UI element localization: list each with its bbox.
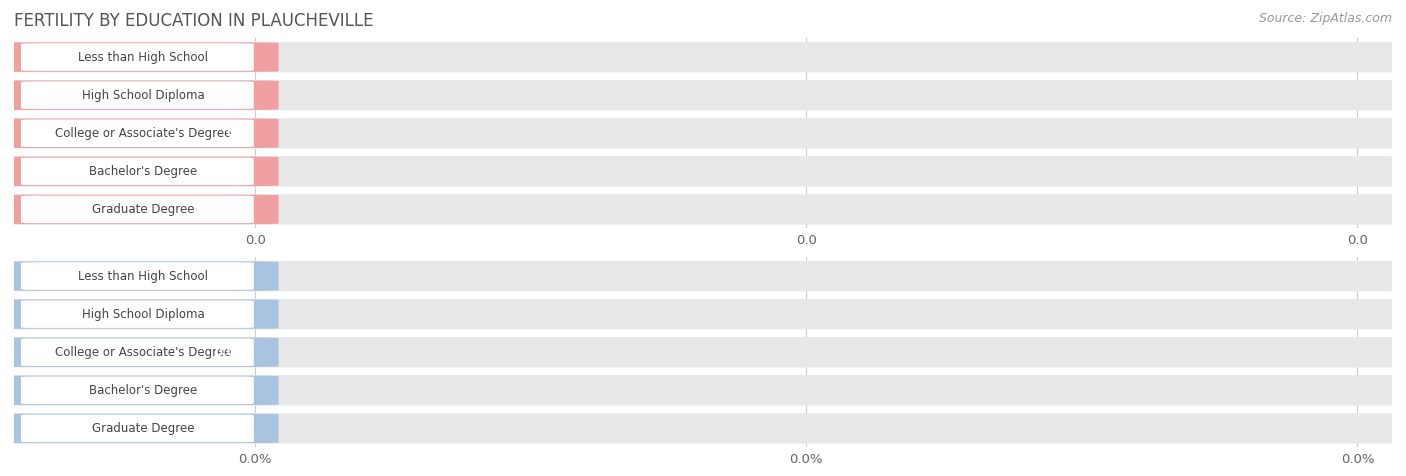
FancyBboxPatch shape	[3, 156, 1403, 187]
FancyBboxPatch shape	[3, 194, 1403, 225]
FancyBboxPatch shape	[21, 338, 254, 366]
Text: College or Associate's Degree: College or Associate's Degree	[55, 127, 231, 140]
FancyBboxPatch shape	[3, 42, 1403, 72]
FancyBboxPatch shape	[0, 157, 278, 186]
FancyBboxPatch shape	[3, 299, 1403, 329]
Text: Bachelor's Degree: Bachelor's Degree	[89, 165, 197, 178]
FancyBboxPatch shape	[0, 80, 278, 110]
Text: Graduate Degree: Graduate Degree	[91, 203, 194, 216]
FancyBboxPatch shape	[21, 43, 254, 71]
Text: 0.0%: 0.0%	[214, 422, 247, 435]
Text: FERTILITY BY EDUCATION IN PLAUCHEVILLE: FERTILITY BY EDUCATION IN PLAUCHEVILLE	[14, 12, 374, 30]
FancyBboxPatch shape	[0, 414, 278, 443]
FancyBboxPatch shape	[3, 413, 1403, 444]
FancyBboxPatch shape	[3, 375, 1403, 406]
Text: 0.0: 0.0	[226, 127, 247, 140]
FancyBboxPatch shape	[3, 80, 1403, 110]
Text: Less than High School: Less than High School	[77, 50, 208, 64]
Text: 0.0: 0.0	[226, 89, 247, 102]
FancyBboxPatch shape	[21, 415, 254, 442]
FancyBboxPatch shape	[21, 119, 254, 147]
Text: 0.0: 0.0	[226, 203, 247, 216]
FancyBboxPatch shape	[21, 300, 254, 328]
FancyBboxPatch shape	[0, 337, 278, 367]
FancyBboxPatch shape	[21, 196, 254, 223]
Text: High School Diploma: High School Diploma	[82, 307, 204, 321]
FancyBboxPatch shape	[0, 119, 278, 148]
Text: 0.0%: 0.0%	[214, 269, 247, 283]
Text: 0.0: 0.0	[226, 165, 247, 178]
Text: College or Associate's Degree: College or Associate's Degree	[55, 346, 231, 359]
FancyBboxPatch shape	[21, 158, 254, 185]
FancyBboxPatch shape	[21, 377, 254, 404]
Text: 0.0: 0.0	[226, 50, 247, 64]
FancyBboxPatch shape	[3, 337, 1403, 367]
Text: Less than High School: Less than High School	[77, 269, 208, 283]
FancyBboxPatch shape	[0, 261, 278, 291]
Text: High School Diploma: High School Diploma	[82, 89, 204, 102]
Text: 0.0%: 0.0%	[214, 384, 247, 397]
Text: 0.0%: 0.0%	[214, 346, 247, 359]
FancyBboxPatch shape	[0, 42, 278, 72]
FancyBboxPatch shape	[21, 262, 254, 290]
Text: Graduate Degree: Graduate Degree	[91, 422, 194, 435]
FancyBboxPatch shape	[0, 195, 278, 224]
FancyBboxPatch shape	[3, 261, 1403, 291]
Text: Source: ZipAtlas.com: Source: ZipAtlas.com	[1258, 12, 1392, 25]
FancyBboxPatch shape	[3, 118, 1403, 149]
FancyBboxPatch shape	[21, 81, 254, 109]
Text: 0.0%: 0.0%	[214, 307, 247, 321]
FancyBboxPatch shape	[0, 299, 278, 329]
Text: Bachelor's Degree: Bachelor's Degree	[89, 384, 197, 397]
FancyBboxPatch shape	[0, 376, 278, 405]
